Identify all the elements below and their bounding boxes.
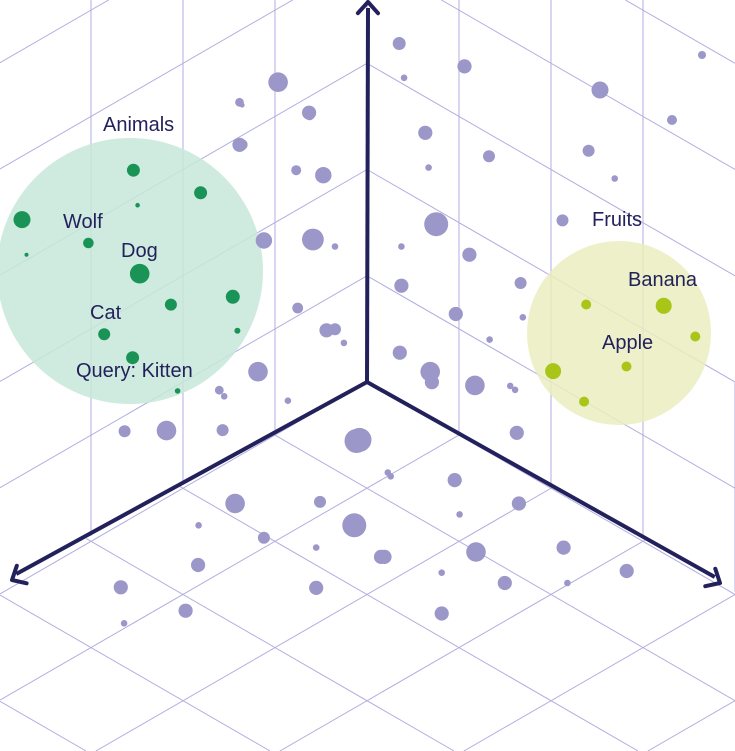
svg-text:Wolf: Wolf	[63, 211, 103, 233]
svg-text:Dog: Dog	[121, 240, 158, 262]
svg-text:Banana: Banana	[628, 269, 698, 291]
svg-text:Apple: Apple	[602, 332, 653, 354]
svg-text:Cat: Cat	[90, 302, 122, 324]
svg-text:Fruits: Fruits	[592, 209, 642, 231]
svg-text:Animals: Animals	[103, 114, 174, 136]
svg-text:Query: Kitten: Query: Kitten	[76, 360, 193, 382]
